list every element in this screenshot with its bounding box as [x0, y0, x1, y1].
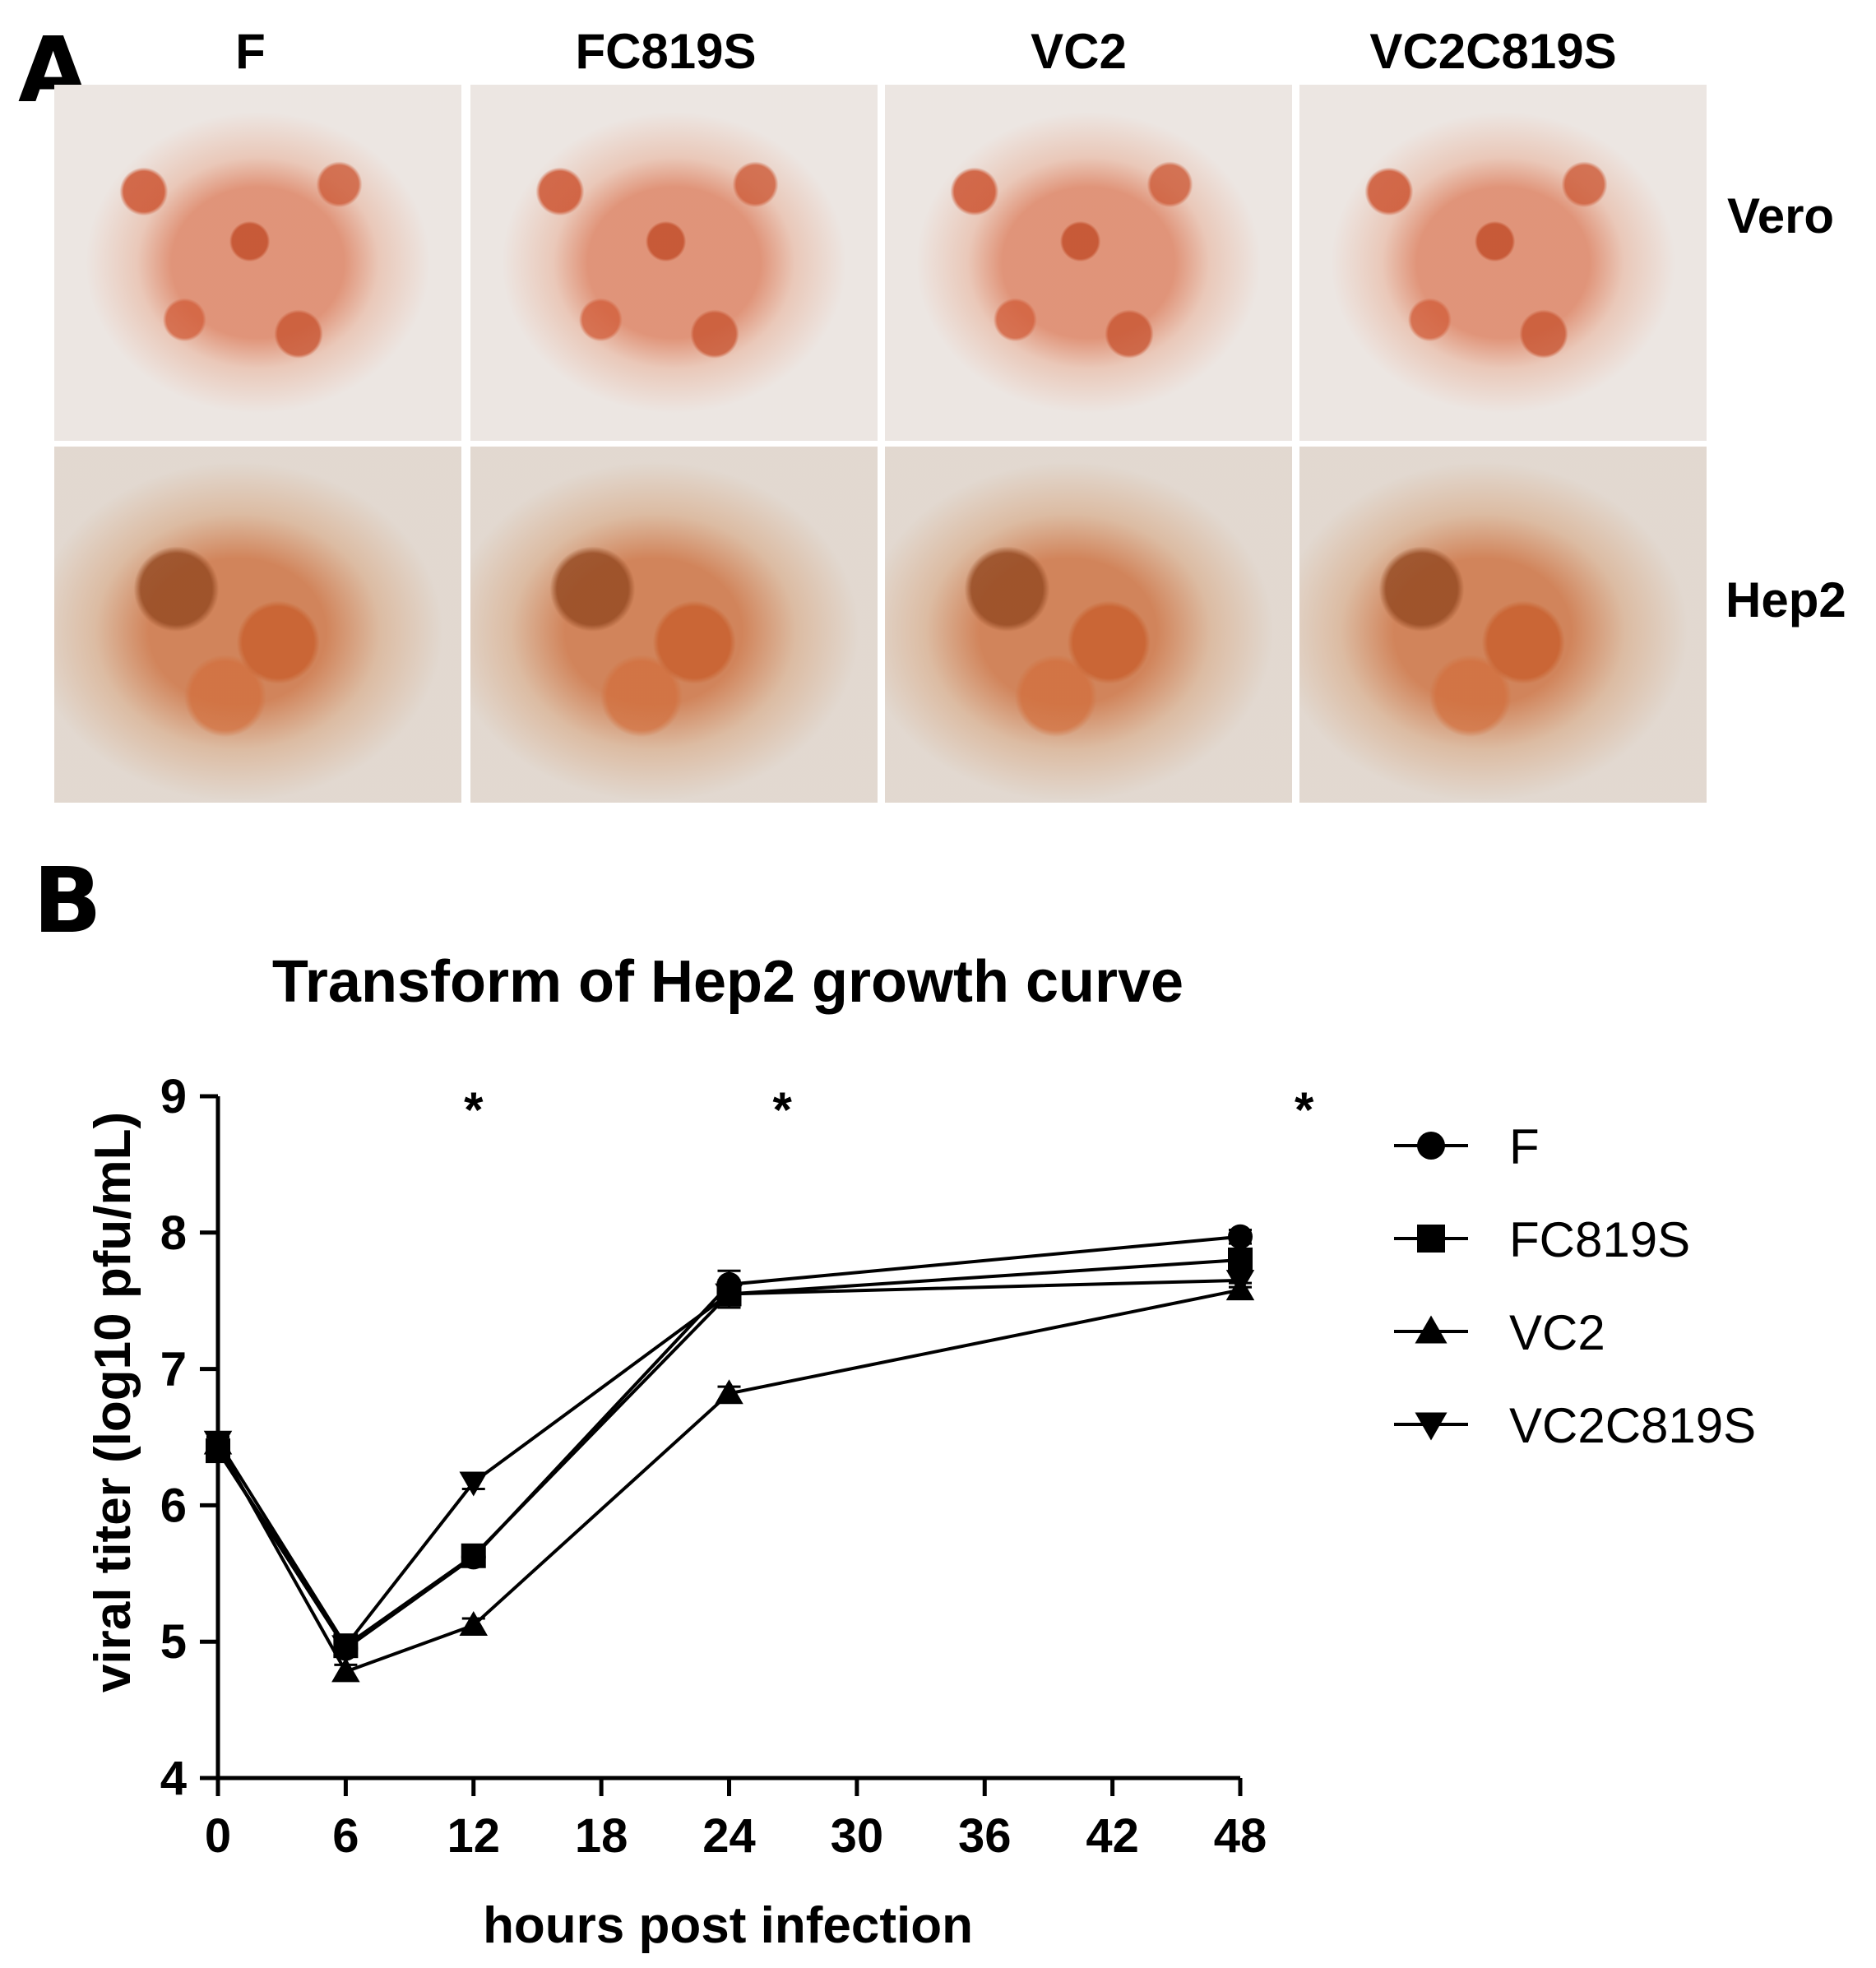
micrograph-hep2-f — [54, 447, 461, 803]
data-point — [459, 1611, 488, 1637]
series-line — [216, 1257, 1241, 1648]
legend-marker — [1417, 1225, 1445, 1253]
legend-marker — [1417, 1132, 1445, 1160]
legend: F FC819S VC2 VC2C819S — [1394, 1119, 1756, 1453]
series-layer — [203, 1224, 1255, 1683]
x-tick-label: 42 — [1086, 1809, 1139, 1863]
column-label-f: F — [235, 24, 266, 79]
y-tick-label: 9 — [160, 1070, 187, 1123]
micrograph-vero-f — [54, 85, 461, 441]
micrograph-vero-fc819s — [470, 85, 878, 441]
micrograph-hep2-vc2c819s — [1299, 447, 1707, 803]
column-label-fc819s: FC819S — [575, 24, 757, 79]
legend-marker — [1415, 1315, 1448, 1344]
data-point — [461, 1543, 486, 1568]
significance-marker: * — [773, 1082, 793, 1137]
series-fc819s — [206, 1247, 1253, 1659]
y-tick-label: 5 — [160, 1615, 187, 1669]
x-tick-label: 24 — [702, 1809, 756, 1863]
legend-label: FC819S — [1509, 1212, 1690, 1267]
series-line — [216, 1278, 1241, 1649]
column-label-vc2c819s: VC2C819S — [1369, 24, 1617, 79]
axes: 0 6 12 18 24 30 36 42 48 4 5 6 7 8 9 — [160, 1070, 1267, 1863]
row-label-vero: Vero — [1727, 188, 1835, 243]
chart-title: Transform of Hep2 growth curve — [272, 949, 1184, 1015]
series-vc2 — [203, 1276, 1255, 1683]
legend-label: VC2C819S — [1509, 1398, 1756, 1453]
micrograph-vero-vc2c819s — [1299, 85, 1707, 441]
data-point — [715, 1283, 743, 1308]
annotations: * * * — [464, 1082, 1314, 1137]
x-tick-label: 48 — [1214, 1809, 1267, 1863]
data-point — [331, 1657, 360, 1683]
micrograph-vero-vc2 — [885, 85, 1292, 441]
y-axis-label: viral titer (log10 pfu/mL) — [85, 1112, 141, 1692]
data-point — [1228, 1224, 1253, 1249]
legend-marker — [1415, 1412, 1448, 1441]
x-tick-label: 6 — [332, 1809, 359, 1863]
x-tick-label: 12 — [447, 1809, 500, 1863]
x-tick-label: 18 — [575, 1809, 628, 1863]
row-label-hep2: Hep2 — [1725, 572, 1846, 627]
legend-entry-vc2: VC2 — [1394, 1305, 1605, 1360]
y-tick-label: 8 — [160, 1206, 187, 1260]
x-axis-label: hours post infection — [483, 1897, 973, 1954]
micrograph-hep2-vc2 — [885, 447, 1292, 803]
panel-b-letter: B — [33, 848, 102, 953]
legend-label: F — [1509, 1119, 1540, 1174]
data-point — [1228, 1247, 1253, 1272]
legend-entry-f: F — [1394, 1119, 1540, 1174]
data-point — [1225, 1270, 1255, 1295]
y-tick-label: 7 — [160, 1343, 187, 1396]
y-tick-label: 6 — [160, 1479, 187, 1532]
micrograph-hep2-fc819s — [470, 447, 878, 803]
x-tick-label: 0 — [205, 1809, 231, 1863]
x-tick-label: 30 — [831, 1809, 884, 1863]
data-point — [203, 1430, 233, 1456]
significance-marker: * — [1295, 1082, 1314, 1137]
significance-marker: * — [464, 1082, 484, 1137]
series-vc2c819s — [203, 1270, 1255, 1660]
data-point — [459, 1471, 488, 1497]
y-tick-label: 4 — [160, 1752, 187, 1805]
data-point — [331, 1635, 360, 1660]
legend-entry-fc819s: FC819S — [1394, 1212, 1690, 1267]
column-label-vc2: VC2 — [1031, 24, 1127, 79]
x-tick-label: 36 — [958, 1809, 1012, 1863]
legend-label: VC2 — [1509, 1305, 1605, 1360]
legend-entry-vc2c819s: VC2C819S — [1394, 1398, 1756, 1453]
data-point — [715, 1379, 743, 1405]
